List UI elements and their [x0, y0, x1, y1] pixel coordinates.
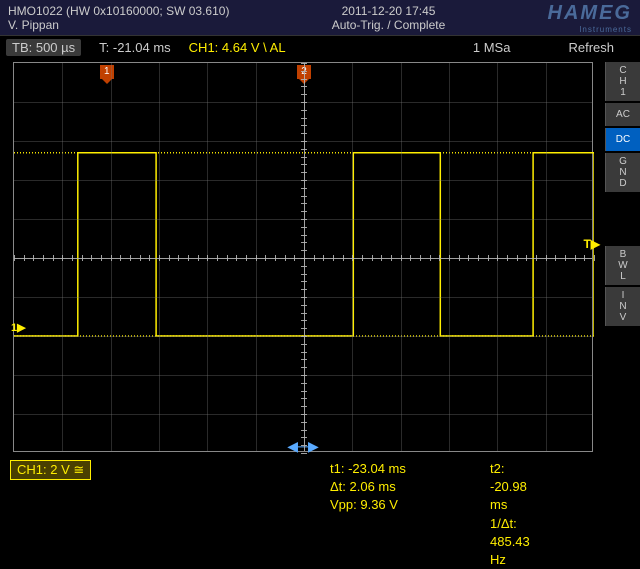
bandwidth-limit-button[interactable]: B W L	[605, 246, 640, 285]
coupling-gnd-button[interactable]: G N D	[605, 153, 640, 192]
model-line: HMO1022 (HW 0x10160000; SW 03.610)	[8, 4, 229, 18]
time-position: T: -21.04 ms	[99, 40, 171, 55]
cursor-measurements: t1: -23.04 ms Δt: 2.06 ms Vpp: 9.36 V t2…	[330, 460, 406, 515]
ch1-scale-badge: CH1: 2 V ≅	[10, 460, 91, 480]
coupling-ac-button[interactable]: AC	[605, 103, 640, 126]
scope-grid: 1 2 T▶ 1▶ ◀─▶	[13, 62, 593, 452]
trigger-level-marker: T▶	[583, 237, 600, 251]
scope-display: 1 2 T▶ 1▶ ◀─▶	[0, 58, 605, 458]
coupling-dc-button[interactable]: DC	[605, 128, 640, 151]
invert-button[interactable]: I N V	[605, 287, 640, 326]
cursor-1-marker[interactable]: 1	[100, 65, 114, 79]
side-panel: C H 1 AC DC G N D B W L I N V	[605, 58, 640, 458]
channel-select-button[interactable]: C H 1	[605, 62, 640, 101]
meas-dt: Δt: 2.06 ms	[330, 478, 406, 496]
trigger-mode: Auto-Trig. / Complete	[332, 18, 446, 32]
meas-t1: t1: -23.04 ms	[330, 460, 406, 478]
info-bar: TB: 500 µs T: -21.04 ms CH1: 4.64 V \ AL…	[0, 36, 640, 58]
brand-sub: Instruments	[548, 25, 632, 34]
datetime: 2011-12-20 17:45	[332, 4, 446, 18]
ch1-trigger-info: CH1: 4.64 V \ AL	[189, 40, 286, 55]
timebase: TB: 500 µs	[6, 39, 81, 56]
meas-freq: 1/Δt: 485.43 Hz	[490, 515, 530, 569]
footer: CH1: 2 V ≅ t1: -23.04 ms Δt: 2.06 ms Vpp…	[0, 458, 640, 520]
user-line: V. Pippan	[8, 18, 229, 32]
brand-logo: HAMEG	[548, 2, 632, 25]
meas-t2: t2: -20.98 ms	[490, 460, 530, 515]
title-bar: HMO1022 (HW 0x10160000; SW 03.610) V. Pi…	[0, 0, 640, 36]
refresh-label: Refresh	[568, 40, 614, 55]
sample-rate: 1 MSa	[473, 40, 511, 55]
meas-vpp: Vpp: 9.36 V	[330, 496, 406, 514]
channel-zero-marker: 1▶	[11, 321, 26, 334]
